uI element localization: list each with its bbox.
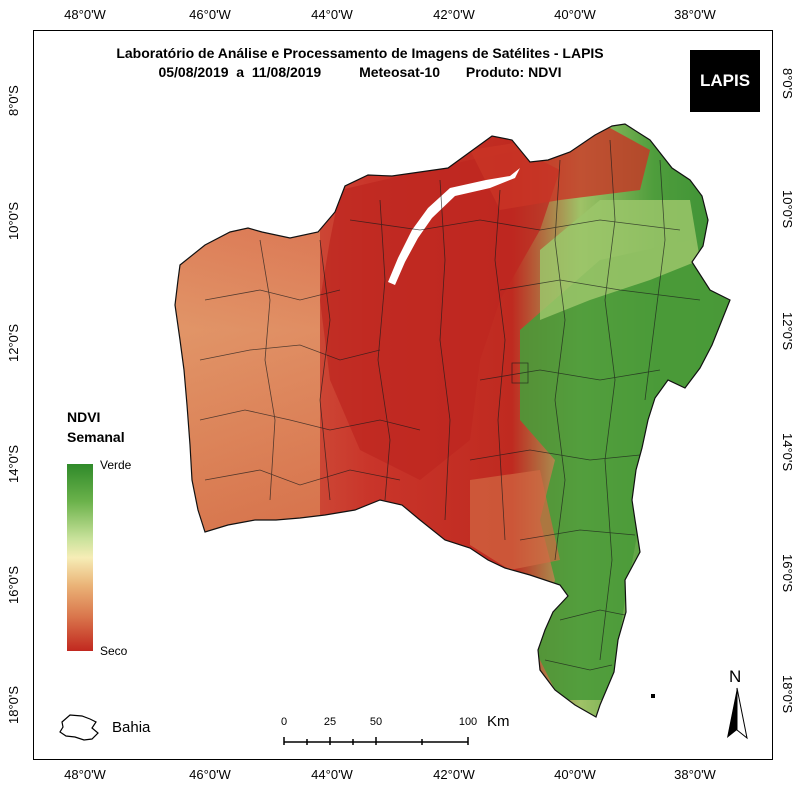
title-satellite: Meteosat-10 <box>359 64 440 80</box>
scale-tick-label: 50 <box>369 716 383 728</box>
municipal-boundaries <box>199 139 701 671</box>
lon-label-top: 42°0'W <box>433 7 475 22</box>
title-line2: 05/08/2019 a 11/08/2019 Meteosat-10 Prod… <box>60 63 660 82</box>
north-arrow-icon <box>727 687 748 740</box>
scale-bar <box>283 737 469 745</box>
scale-tick-label: 0 <box>280 716 288 728</box>
lon-label-bottom: 44°0'W <box>311 767 353 782</box>
title-product: Produto: NDVI <box>465 64 562 80</box>
map-title: Laboratório de Análise e Processamento d… <box>60 44 660 82</box>
legend-color-ramp <box>67 464 93 651</box>
lon-label-top: 44°0'W <box>311 7 353 22</box>
lapis-logo: LAPIS <box>690 50 760 112</box>
legend-bottom-label: Seco <box>100 644 128 658</box>
title-dates: 05/08/2019 a 11/08/2019 <box>158 64 322 80</box>
scale-unit: Km <box>487 713 510 730</box>
title-line1: Laboratório de Análise e Processamento d… <box>116 45 604 61</box>
inset-label: Bahia <box>112 719 151 736</box>
lon-label-bottom: 38°0'W <box>674 767 716 782</box>
island-marker <box>651 694 655 698</box>
scale-tick-label: 25 <box>323 716 337 728</box>
bahia-state-outline <box>174 123 731 718</box>
legend-top-label: Verde <box>100 458 132 472</box>
lon-label-bottom: 42°0'W <box>433 767 475 782</box>
lon-label-top: 40°0'W <box>554 7 596 22</box>
legend-title-line1: NDVI <box>67 409 101 425</box>
logo-text: LAPIS <box>699 71 751 90</box>
lon-label-top: 38°0'W <box>674 7 716 22</box>
lon-label-bottom: 46°0'W <box>189 767 231 782</box>
lon-label-bottom: 48°0'W <box>64 767 106 782</box>
bahia-inset-icon <box>59 714 99 741</box>
legend-title: NDVI Semanal <box>67 407 125 447</box>
north-label: N <box>729 667 742 686</box>
lon-label-top: 48°0'W <box>64 7 106 22</box>
lon-label-bottom: 40°0'W <box>554 767 596 782</box>
scale-tick-label: 100 <box>458 716 478 728</box>
legend-title-line2: Semanal <box>67 429 125 445</box>
bahia-ndvi-raster <box>175 124 730 717</box>
map-frame <box>33 30 773 760</box>
lon-label-top: 46°0'W <box>189 7 231 22</box>
